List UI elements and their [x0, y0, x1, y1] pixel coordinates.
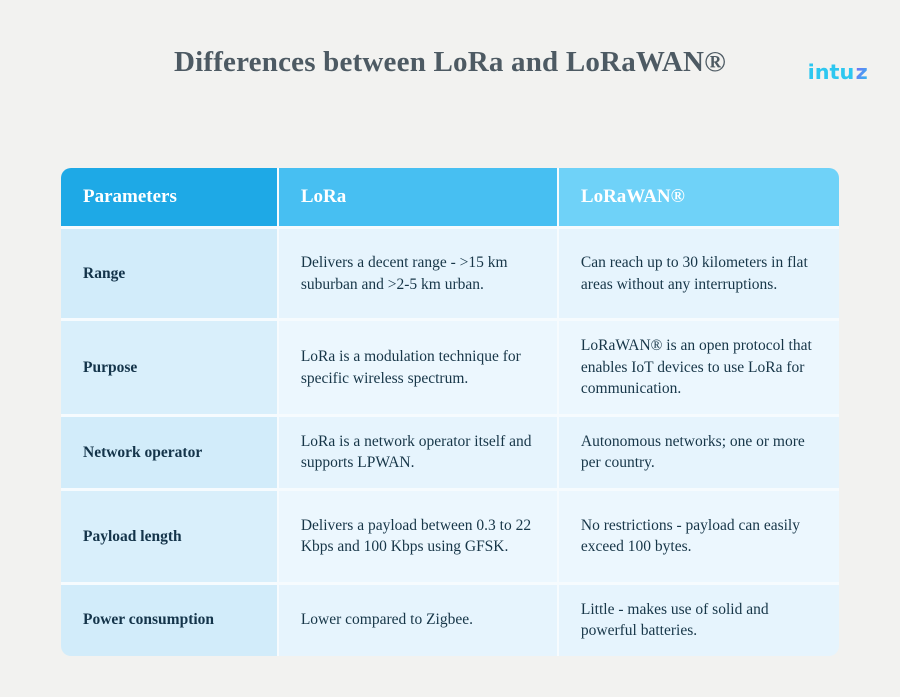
row-lora-cell: LoRa is a modulation technique for speci… — [278, 321, 559, 417]
header-lorawan: LoRaWAN® — [558, 168, 839, 229]
row-lorawan-cell: LoRaWAN® is an open protocol that enable… — [558, 321, 839, 417]
row-lora-cell: Delivers a decent range - >15 km suburba… — [278, 229, 559, 321]
row-param-label: Range — [61, 229, 279, 321]
comparison-table-wrapper: Parameters LoRa LoRaWAN® Range Delivers … — [61, 168, 839, 656]
table-row: Range Delivers a decent range - >15 km s… — [61, 229, 839, 321]
row-lorawan-cell: Can reach up to 30 kilometers in flat ar… — [558, 229, 839, 321]
row-lorawan-cell: No restrictions - payload can easily exc… — [558, 490, 839, 585]
row-lora-cell: Lower compared to Zigbee. — [278, 584, 559, 656]
row-param-label: Purpose — [61, 321, 279, 417]
svg-text:intu: intu — [808, 60, 855, 84]
table-row: Network operator LoRa is a network opera… — [61, 417, 839, 491]
table-row: Payload length Delivers a payload betwee… — [61, 490, 839, 585]
table-row: Power consumption Lower compared to Zigb… — [61, 584, 839, 656]
row-lora-cell: LoRa is a network operator itself and su… — [278, 417, 559, 491]
page-title: Differences between LoRa and LoRaWAN® — [173, 46, 727, 78]
intuz-logo: intu z — [806, 56, 886, 88]
row-lora-cell: Delivers a payload between 0.3 to 22 Kbp… — [278, 490, 559, 585]
intuz-logo-icon: intu z — [808, 60, 868, 84]
row-lorawan-cell: Little - makes use of solid and powerful… — [558, 584, 839, 656]
header-parameters: Parameters — [61, 168, 279, 229]
row-lorawan-cell: Autonomous networks; one or more per cou… — [558, 417, 839, 491]
svg-text:z: z — [856, 60, 868, 84]
header-lora: LoRa — [278, 168, 559, 229]
row-param-label: Power consumption — [61, 584, 279, 656]
header-row: Parameters LoRa LoRaWAN® — [61, 168, 839, 229]
comparison-table: Parameters LoRa LoRaWAN® Range Delivers … — [61, 168, 839, 656]
row-param-label: Payload length — [61, 490, 279, 585]
row-param-label: Network operator — [61, 417, 279, 491]
table-row: Purpose LoRa is a modulation technique f… — [61, 321, 839, 417]
